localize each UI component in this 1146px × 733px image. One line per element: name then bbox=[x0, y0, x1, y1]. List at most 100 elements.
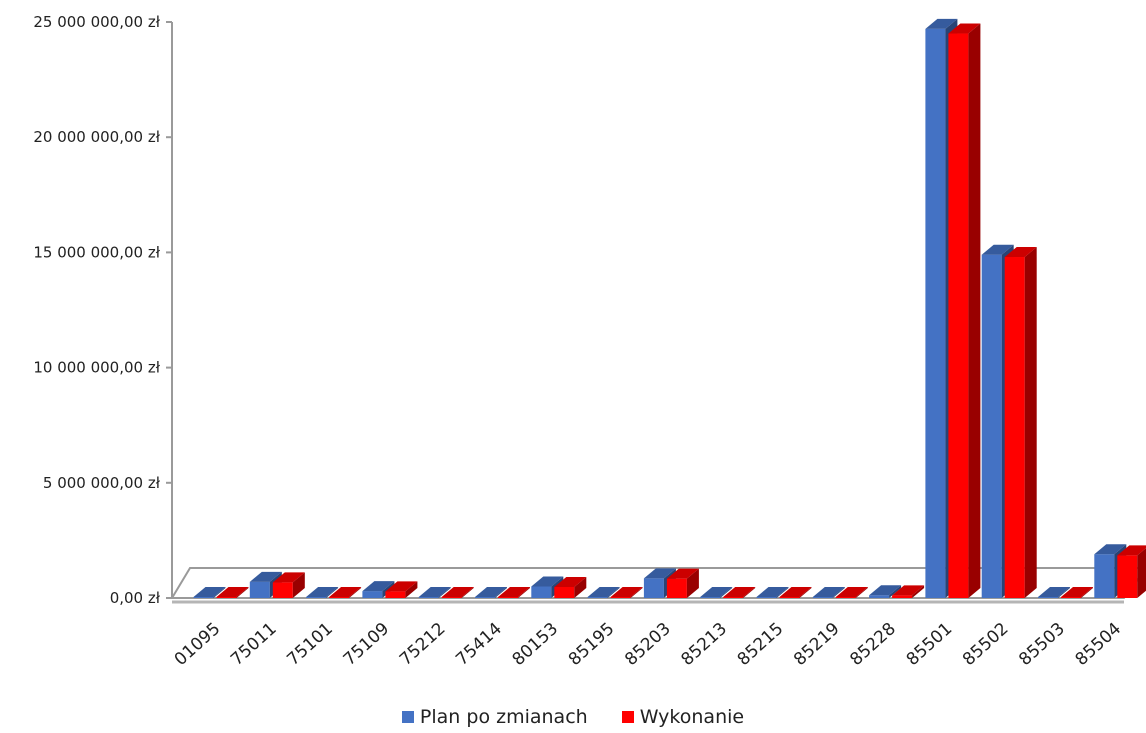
x-tick-label-85195: 85195 bbox=[565, 619, 619, 670]
bar-top bbox=[1004, 247, 1037, 258]
y-tick-labels: 0,00 zł 5 000 000,00 zł 10 000 000,00 zł 15… bbox=[33, 13, 160, 607]
bar-front bbox=[812, 597, 833, 598]
bar-front bbox=[441, 597, 462, 598]
bar-top bbox=[610, 587, 643, 597]
bar-side bbox=[1137, 548, 1146, 598]
bar-front bbox=[948, 33, 969, 598]
bar-front bbox=[925, 28, 946, 599]
bar-top bbox=[531, 576, 564, 587]
bar-top bbox=[385, 581, 418, 592]
bar-top bbox=[1038, 587, 1070, 597]
bar-top bbox=[835, 587, 868, 597]
bar-wykonanie-85213 bbox=[723, 587, 756, 598]
x-tick-label-75101: 75101 bbox=[283, 619, 337, 670]
bar-side bbox=[326, 587, 339, 598]
bar-top bbox=[981, 244, 1014, 255]
x-tick-label-75109: 75109 bbox=[340, 619, 394, 670]
x-tick-labels: 01095 75011 75101 75109 75212 75414 80153 85195… bbox=[171, 619, 1125, 670]
bar-side bbox=[889, 585, 902, 598]
bar-front bbox=[587, 597, 608, 598]
bar-front bbox=[835, 597, 856, 598]
bar-top bbox=[329, 587, 362, 597]
bar-side bbox=[438, 587, 451, 598]
bar-front bbox=[643, 578, 664, 598]
bar-front bbox=[892, 595, 913, 598]
x-tick-label-85213: 85213 bbox=[677, 619, 731, 670]
y-tick-label: 0,00 zł bbox=[110, 589, 161, 607]
bar-front bbox=[723, 597, 744, 598]
bar-front bbox=[193, 597, 214, 598]
bar-top bbox=[587, 587, 620, 597]
bar-top bbox=[1117, 545, 1146, 556]
bar-side bbox=[574, 576, 587, 598]
bar-wykonanie-85203 bbox=[666, 568, 699, 598]
bar-front bbox=[362, 591, 383, 598]
bar-front bbox=[418, 597, 439, 598]
bar-front bbox=[869, 595, 890, 598]
bar-top bbox=[362, 581, 395, 592]
x-tick-label-85228: 85228 bbox=[846, 619, 900, 670]
x-tick-label-85215: 85215 bbox=[734, 619, 788, 670]
bar-wykonanie-85503 bbox=[1061, 587, 1093, 598]
x-tick-label-75011: 75011 bbox=[227, 619, 281, 670]
legend-item-plan: Plan po zmianach bbox=[401, 706, 588, 728]
bar-front bbox=[272, 582, 293, 598]
bar-side bbox=[292, 572, 305, 598]
bar-top bbox=[700, 587, 733, 597]
bar-plan-85195 bbox=[587, 587, 620, 598]
bar-top bbox=[306, 587, 339, 597]
bar-wykonanie-75212 bbox=[441, 587, 474, 598]
y-tick-label: 20 000 000,00 zł bbox=[33, 128, 160, 146]
bar-side bbox=[630, 587, 643, 598]
legend-label-wykonanie: Wykonanie bbox=[639, 706, 745, 728]
bar-plan-85503 bbox=[1038, 587, 1070, 598]
bar-top bbox=[1094, 544, 1127, 555]
legend-swatch-plan bbox=[401, 711, 414, 723]
bar-wykonanie-75414 bbox=[498, 587, 530, 598]
bar-side bbox=[349, 587, 362, 598]
bar-front bbox=[531, 586, 552, 598]
bar-top bbox=[643, 568, 676, 579]
bar-top bbox=[272, 572, 305, 583]
bar-plan-75212 bbox=[418, 587, 451, 598]
y-tick-label: 25 000 000,00 zł bbox=[33, 13, 160, 31]
x-tick-label-85219: 85219 bbox=[790, 619, 844, 670]
bar-top bbox=[193, 587, 226, 597]
bar-top bbox=[1061, 587, 1093, 597]
bar-side bbox=[855, 587, 868, 598]
bar-top bbox=[418, 587, 451, 597]
bar-wykonanie-01095 bbox=[216, 587, 249, 598]
x-tick-label-85502: 85502 bbox=[959, 619, 1013, 670]
y-tick-label: 5 000 000,00 zł bbox=[43, 474, 161, 492]
bar-front bbox=[779, 597, 800, 598]
bar-front bbox=[700, 597, 721, 598]
x-tick-label-75414: 75414 bbox=[452, 619, 506, 670]
bar-side bbox=[720, 587, 733, 598]
x-tick-label-85501: 85501 bbox=[903, 619, 957, 670]
bar-front bbox=[249, 581, 270, 598]
bar-side bbox=[405, 581, 418, 598]
bar-side bbox=[607, 587, 620, 598]
bar-side bbox=[213, 587, 226, 598]
legend-label-plan: Plan po zmianach bbox=[419, 706, 588, 728]
bar-top bbox=[666, 568, 699, 579]
bar-top bbox=[249, 571, 282, 582]
x-tick-label-85504: 85504 bbox=[1072, 619, 1126, 670]
y-tick-label: 10 000 000,00 zł bbox=[33, 359, 160, 377]
bar-top bbox=[756, 587, 789, 597]
bar-wykonanie-85501 bbox=[948, 23, 981, 598]
bar-front bbox=[1117, 555, 1138, 598]
x-tick-label-80153: 80153 bbox=[509, 619, 563, 670]
bar-wykonanie-85195 bbox=[610, 587, 643, 598]
bar-plan-85213 bbox=[700, 587, 733, 598]
bar-side bbox=[968, 23, 981, 598]
bar-plan-75101 bbox=[306, 587, 339, 598]
bar-side bbox=[912, 585, 925, 598]
bar-wykonanie-75109 bbox=[385, 581, 418, 598]
bar-front bbox=[554, 586, 575, 598]
bar-top bbox=[948, 23, 981, 34]
bar-front bbox=[1038, 597, 1058, 598]
bar-front bbox=[498, 597, 518, 598]
bar-top bbox=[498, 587, 530, 597]
